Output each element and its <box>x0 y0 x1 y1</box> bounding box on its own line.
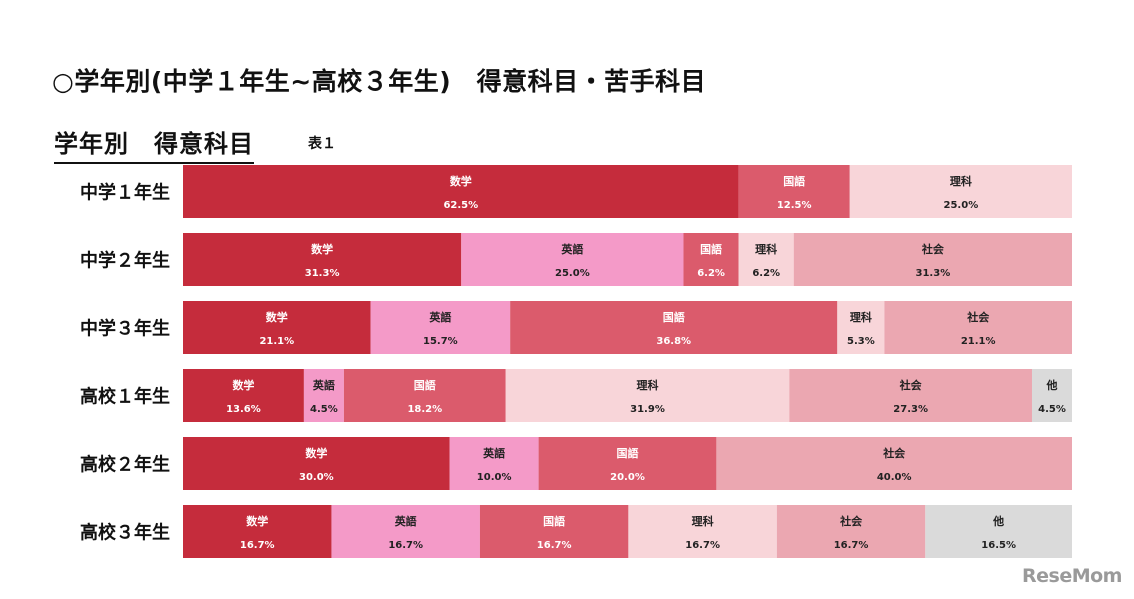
segment-name-label: 数学 <box>450 174 472 188</box>
bar-segment <box>925 505 1072 558</box>
row-label: 中学１年生 <box>80 182 170 204</box>
segment-name-label: 国語 <box>663 310 685 324</box>
segment-value-label: 36.8% <box>656 336 691 347</box>
bar-segment <box>884 301 1072 354</box>
segment-value-label: 31.9% <box>630 404 665 415</box>
segment-value-label: 4.5% <box>1038 404 1066 415</box>
segment-name-label: 英語 <box>428 310 451 324</box>
bar-segment <box>683 233 739 286</box>
segment-value-label: 15.7% <box>423 336 458 347</box>
bar-segment <box>538 437 717 490</box>
bar-segment <box>183 301 371 354</box>
segment-name-label: 国語 <box>543 514 565 528</box>
segment-name-label: 社会 <box>899 378 923 392</box>
segment-value-label: 30.0% <box>299 472 334 483</box>
segment-name-label: 社会 <box>966 310 990 324</box>
segment-value-label: 6.2% <box>752 268 780 279</box>
chart-title: 学年別 得意科目 <box>54 124 254 164</box>
segment-value-label: 20.0% <box>610 472 645 483</box>
segment-name-label: 数学 <box>311 242 333 256</box>
bar-segment <box>479 505 629 558</box>
bar-segment <box>183 233 462 286</box>
bar-segment <box>343 369 506 422</box>
segment-value-label: 16.5% <box>981 540 1016 551</box>
bar-segment <box>849 165 1072 218</box>
segment-name-label: 社会 <box>921 242 945 256</box>
segment-value-label: 62.5% <box>443 200 478 211</box>
segment-name-label: 理科 <box>950 174 972 188</box>
bar-segment <box>331 505 480 558</box>
segment-name-label: 国語 <box>783 174 805 188</box>
bar-segment <box>738 165 850 218</box>
bar-segment <box>461 233 684 286</box>
bar-segment <box>183 369 304 422</box>
row-label: 中学３年生 <box>80 318 170 340</box>
segment-name-label: 他 <box>1045 378 1057 392</box>
segment-value-label: 31.3% <box>305 268 340 279</box>
bar-segment <box>1031 369 1072 422</box>
segment-name-label: 国語 <box>617 446 639 460</box>
row-label: 高校３年生 <box>80 522 170 544</box>
resemom-watermark: ReseMom <box>1022 565 1122 587</box>
bar-segment <box>183 437 450 490</box>
bar-segment <box>789 369 1032 422</box>
segment-value-label: 25.0% <box>944 200 979 211</box>
row-label: 中学２年生 <box>80 250 170 272</box>
bar-segment <box>183 505 332 558</box>
bar-segment <box>716 437 1072 490</box>
segment-value-label: 16.7% <box>834 540 869 551</box>
segment-value-label: 18.2% <box>407 404 442 415</box>
row-label: 高校２年生 <box>80 454 170 476</box>
segment-value-label: 27.3% <box>893 404 928 415</box>
bar-segment <box>837 301 885 354</box>
segment-value-label: 25.0% <box>555 268 590 279</box>
bar-segment <box>370 301 511 354</box>
bar-segment <box>628 505 777 558</box>
segment-name-label: 理科 <box>692 514 714 528</box>
segment-name-label: 数学 <box>266 310 288 324</box>
segment-name-label: 他 <box>992 514 1004 528</box>
bar-segment <box>738 233 794 286</box>
bar-segment <box>510 301 838 354</box>
segment-name-label: 国語 <box>414 378 436 392</box>
bar-segment <box>303 369 344 422</box>
segment-value-label: 13.6% <box>226 404 261 415</box>
segment-name-label: 数学 <box>232 378 254 392</box>
segment-value-label: 10.0% <box>477 472 512 483</box>
bar-segment <box>793 233 1072 286</box>
segment-value-label: 21.1% <box>961 336 996 347</box>
bar-segment <box>449 437 539 490</box>
segment-value-label: 16.7% <box>685 540 720 551</box>
segment-name-label: 理科 <box>850 310 872 324</box>
page-title: ○学年別(中学１年生~高校３年生) 得意科目・苦手科目 <box>52 67 707 96</box>
bar-segment <box>776 505 926 558</box>
segment-name-label: 社会 <box>839 514 863 528</box>
segment-name-label: 理科 <box>637 378 659 392</box>
segment-value-label: 5.3% <box>847 336 875 347</box>
bar-segment <box>183 165 739 218</box>
segment-name-label: 理科 <box>755 242 777 256</box>
segment-value-label: 21.1% <box>259 336 294 347</box>
segment-value-label: 31.3% <box>916 268 951 279</box>
segment-value-label: 16.7% <box>388 540 423 551</box>
segment-name-label: 社会 <box>882 446 906 460</box>
segment-value-label: 4.5% <box>310 404 338 415</box>
row-label: 高校１年生 <box>80 386 170 408</box>
segment-value-label: 12.5% <box>777 200 812 211</box>
segment-value-label: 16.7% <box>240 540 275 551</box>
segment-name-label: 英語 <box>312 378 335 392</box>
segment-value-label: 16.7% <box>537 540 572 551</box>
segment-name-label: 英語 <box>394 514 417 528</box>
table-label: 表１ <box>308 136 336 152</box>
segment-value-label: 40.0% <box>877 472 912 483</box>
segment-name-label: 数学 <box>305 446 327 460</box>
segment-name-label: 英語 <box>560 242 583 256</box>
segment-name-label: 英語 <box>482 446 505 460</box>
segment-value-label: 6.2% <box>697 268 725 279</box>
segment-name-label: 国語 <box>700 242 722 256</box>
bar-segment <box>505 369 790 422</box>
segment-name-label: 数学 <box>246 514 268 528</box>
